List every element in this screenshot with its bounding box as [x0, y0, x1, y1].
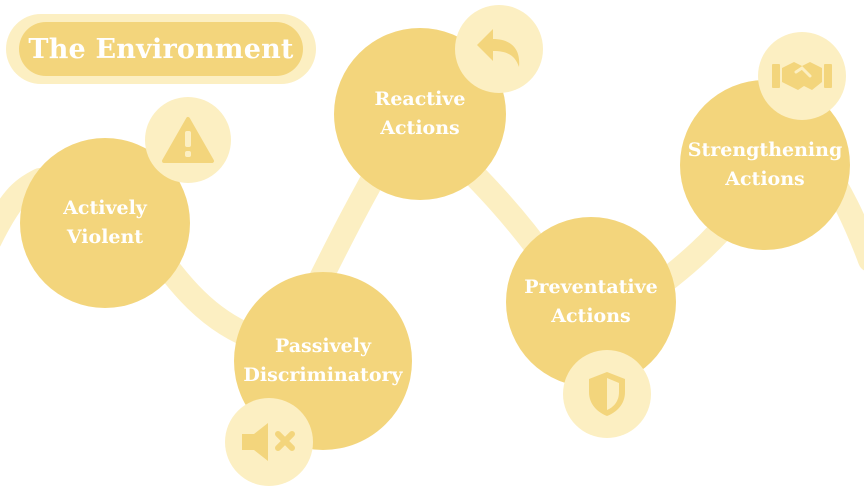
node-label-line2: Actions — [380, 117, 460, 139]
node-label-line2: Actions — [725, 168, 805, 190]
page-title: The Environment — [19, 22, 303, 76]
warning-icon — [162, 117, 214, 163]
node-label-line2: Violent — [66, 226, 144, 248]
shield-badge — [563, 350, 651, 438]
node-label-line1: Actively — [63, 197, 147, 219]
undo-arrow-icon — [477, 29, 520, 67]
warning-badge — [145, 97, 231, 183]
node-label-line2: Discriminatory — [243, 364, 403, 386]
muted-speaker-badge — [225, 398, 313, 486]
node-label-line1: Passively — [274, 335, 372, 357]
node-label-line1: Reactive — [374, 88, 466, 110]
node-label-line1: Strengthening — [687, 139, 843, 161]
muted-speaker-icon — [242, 423, 295, 461]
handshake-icon — [772, 62, 832, 90]
node-label-line2: Actions — [551, 305, 631, 327]
undo-arrow-badge — [455, 5, 543, 93]
handshake-badge — [758, 32, 846, 120]
node-label-line1: Preventative — [524, 276, 658, 298]
title-pill: The Environment — [6, 14, 316, 84]
shield-icon — [589, 372, 625, 416]
